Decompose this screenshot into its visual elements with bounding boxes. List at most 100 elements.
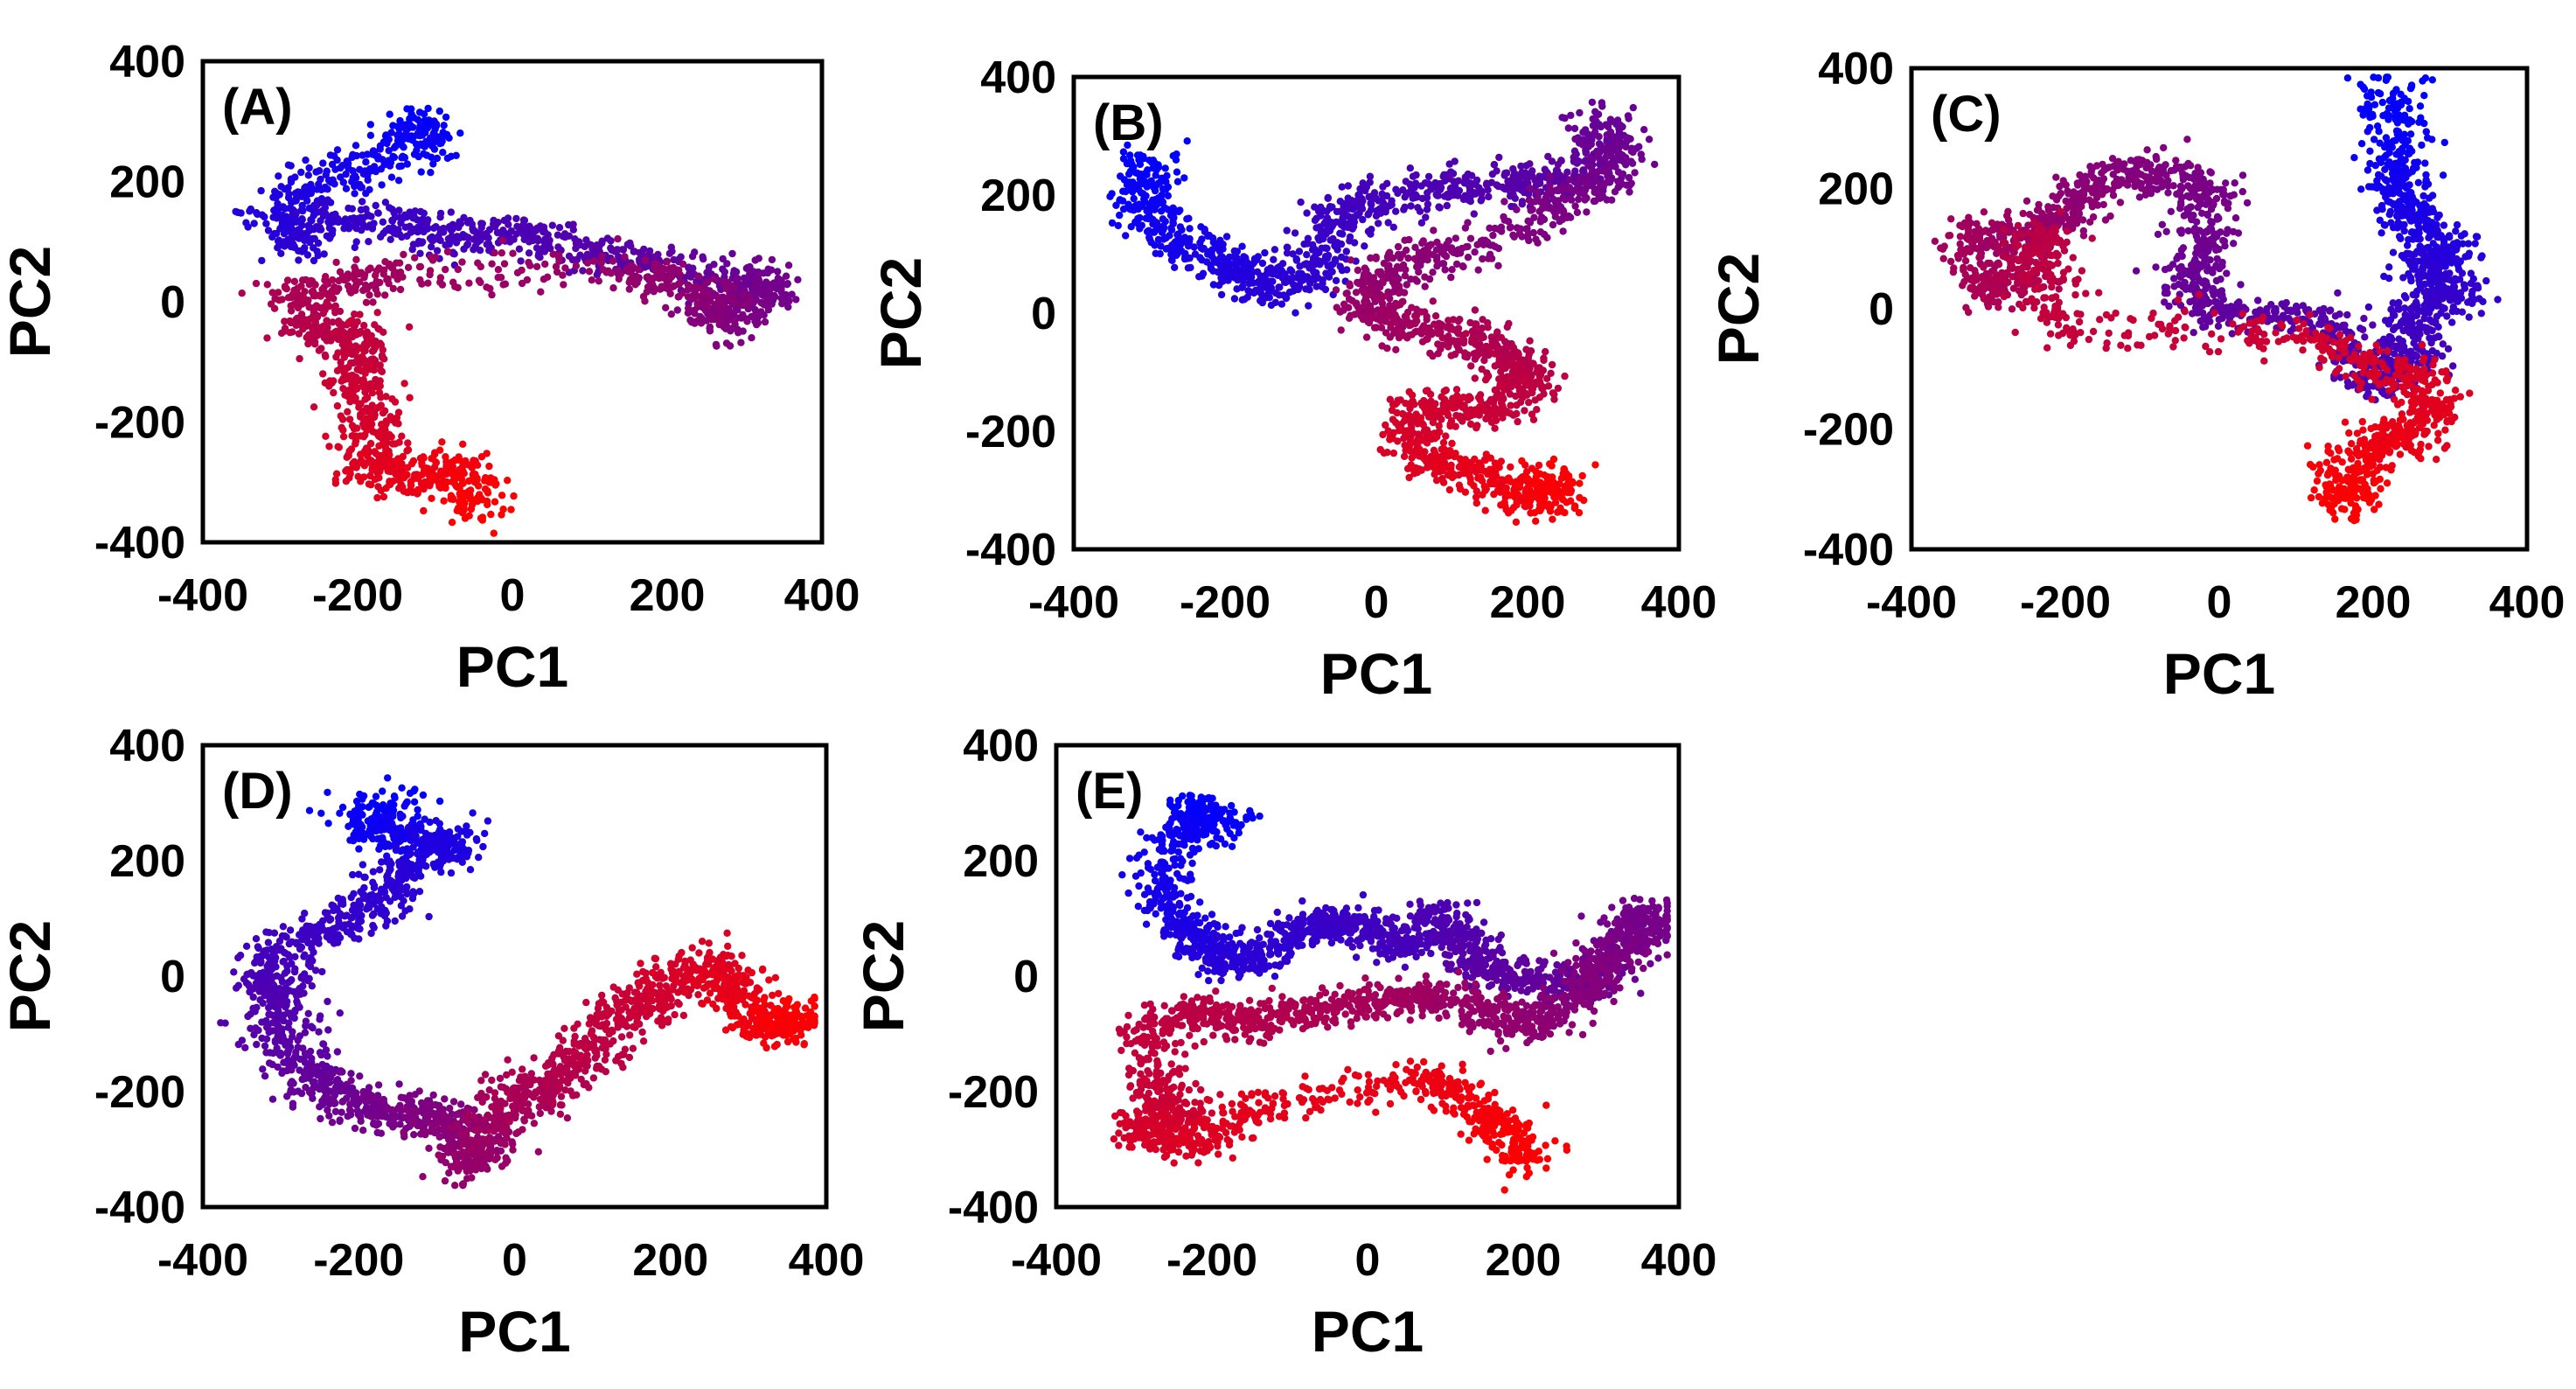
data-point	[331, 479, 340, 487]
data-point	[1312, 269, 1320, 277]
data-point	[1588, 136, 1596, 144]
data-point	[2405, 235, 2412, 244]
data-point	[1238, 242, 1246, 250]
data-point	[509, 249, 517, 257]
data-point	[1451, 350, 1459, 359]
data-point	[1564, 124, 1573, 132]
data-point	[693, 317, 701, 325]
data-point	[2420, 92, 2428, 100]
data-point	[1464, 254, 1472, 262]
data-point	[1196, 254, 1204, 262]
panel-label: (A)	[222, 79, 293, 136]
data-point	[352, 255, 360, 263]
data-point	[667, 311, 675, 318]
data-point	[407, 121, 414, 129]
data-point	[785, 297, 793, 305]
data-point	[1454, 325, 1463, 332]
data-point	[1408, 304, 1416, 311]
data-point	[381, 291, 389, 299]
data-point	[1403, 246, 1410, 255]
data-point	[319, 159, 327, 167]
data-point	[490, 529, 498, 537]
data-point	[1497, 333, 1506, 342]
data-point	[1483, 179, 1491, 187]
data-point	[401, 131, 409, 140]
data-point	[1456, 316, 1464, 324]
data-point	[1285, 277, 1292, 285]
data-point	[540, 227, 549, 236]
data-point	[1400, 411, 1408, 419]
data-point	[349, 173, 357, 182]
data-point	[1400, 452, 1409, 460]
data-point	[1501, 364, 1509, 373]
data-point	[273, 207, 281, 216]
data-point	[1532, 235, 1540, 243]
data-point	[1386, 295, 1394, 303]
data-point	[386, 110, 393, 118]
data-point	[598, 252, 606, 261]
data-point	[737, 339, 745, 346]
data-point	[1509, 164, 1517, 173]
data-point	[560, 281, 567, 289]
data-point	[1180, 234, 1189, 241]
data-point	[354, 270, 363, 278]
data-point	[342, 170, 350, 178]
data-point	[1161, 164, 1169, 172]
data-point	[1289, 250, 1297, 258]
data-point	[1433, 433, 1441, 441]
data-point	[322, 432, 330, 440]
data-point	[1481, 506, 1489, 514]
data-point	[1267, 284, 1276, 292]
data-point	[613, 246, 622, 254]
data-point	[663, 257, 671, 266]
data-point	[1506, 224, 1514, 232]
data-point	[418, 471, 426, 478]
data-point	[463, 241, 471, 249]
data-point	[363, 150, 372, 158]
data-point	[520, 216, 529, 225]
data-point	[353, 366, 361, 373]
data-point	[2428, 205, 2436, 213]
data-point	[2378, 229, 2385, 237]
data-point	[1452, 386, 1461, 394]
data-point	[1287, 267, 1295, 275]
data-point	[721, 268, 728, 276]
data-point	[380, 407, 389, 415]
data-point	[510, 492, 518, 500]
data-point	[1336, 207, 1344, 215]
data-point	[1421, 283, 1429, 290]
data-point	[768, 255, 776, 264]
data-point	[1528, 199, 1535, 206]
data-point	[1438, 461, 1446, 469]
data-point	[373, 468, 381, 477]
data-point	[1445, 341, 1452, 349]
data-point	[498, 229, 505, 237]
data-point	[1339, 230, 1347, 238]
data-point	[1312, 224, 1320, 232]
data-point	[1119, 155, 1128, 163]
data-point	[1128, 160, 1136, 168]
data-point	[1561, 372, 1569, 380]
data-point	[1512, 352, 1521, 360]
data-point	[400, 153, 408, 162]
data-point	[1308, 246, 1317, 254]
data-point	[2404, 169, 2412, 177]
data-point	[389, 440, 397, 448]
data-point	[445, 466, 453, 474]
data-point	[1337, 253, 1346, 262]
data-point	[1324, 251, 1333, 260]
data-point	[2381, 165, 2389, 173]
data-point	[706, 325, 714, 332]
data-point	[561, 264, 569, 272]
data-point	[630, 248, 638, 255]
data-point	[1442, 432, 1450, 440]
data-point	[1419, 421, 1428, 429]
data-point	[419, 122, 428, 131]
data-point	[583, 259, 592, 267]
data-point	[1497, 227, 1506, 235]
data-point	[1629, 103, 1638, 112]
data-point	[2453, 220, 2461, 229]
data-point	[233, 208, 242, 217]
data-point	[1545, 500, 1553, 508]
